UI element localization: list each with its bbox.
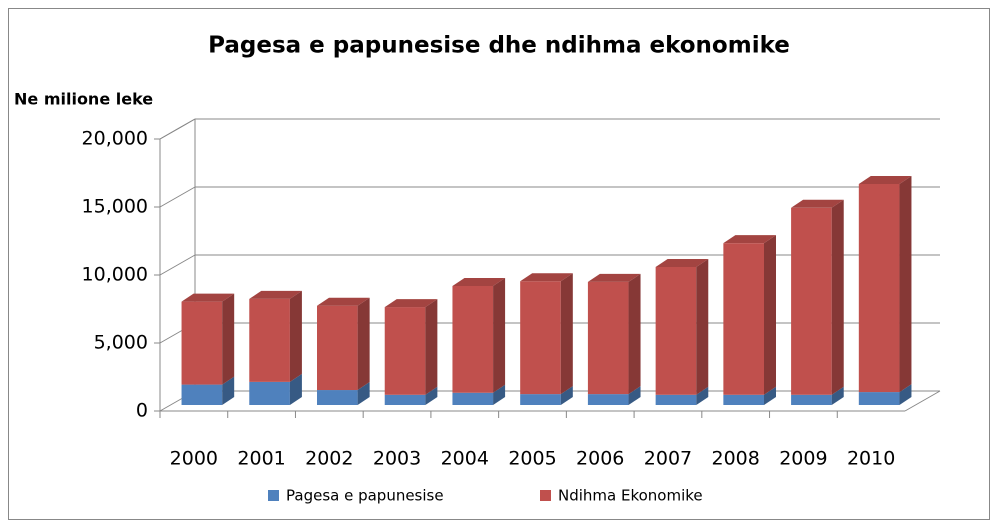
bar-segment (723, 243, 764, 395)
x-tick-label: 2007 (644, 448, 692, 470)
bar-top (858, 176, 912, 184)
bar-side (696, 386, 709, 405)
legend-swatch (268, 490, 279, 501)
x-tick-label: 2002 (305, 448, 353, 470)
bar-top (655, 258, 709, 267)
bar-segment (384, 394, 426, 405)
bar-segment (723, 394, 764, 405)
chart-title: Pagesa e papunesise dhe ndihma ekonomike (208, 33, 790, 59)
bar-side (222, 293, 235, 385)
legend-label: Ndihma Ekonomike (558, 487, 703, 505)
bar-segment (791, 394, 832, 405)
bar-segment (317, 390, 358, 405)
x-tick-label: 2010 (847, 448, 895, 470)
y-tick-label: 0 (136, 400, 148, 422)
bar-side (560, 273, 573, 395)
bar-segment (858, 184, 900, 393)
bar-side (899, 176, 912, 393)
bar-segment (520, 281, 561, 395)
bar-top (181, 293, 235, 302)
bar-segment (249, 381, 290, 405)
bar-side (831, 386, 844, 405)
x-tick-label: 2000 (170, 448, 218, 470)
x-tick-label: 2003 (373, 448, 421, 470)
y-axis-label: Ne milione leke (14, 90, 153, 109)
bar-side (357, 382, 370, 405)
bar-top (249, 290, 302, 299)
x-tick-label: 2001 (237, 448, 285, 470)
x-tick-label: 2008 (712, 448, 760, 470)
bar-segment (587, 281, 629, 395)
x-tick-label: 2004 (441, 448, 489, 470)
y-tick-label: 20,000 (82, 128, 148, 150)
bar-side (425, 386, 438, 405)
grid-line-side (159, 254, 196, 276)
grid-line-side (159, 118, 196, 140)
bar-side (560, 386, 573, 405)
bar-side (289, 290, 302, 382)
legend-label: Pagesa e papunesise (286, 487, 444, 505)
bar-side (831, 199, 844, 395)
bar-side (357, 297, 370, 391)
bar-segment (655, 394, 697, 405)
bar-segment (791, 207, 832, 395)
x-tick-label: 2009 (779, 448, 827, 470)
legend-swatch (540, 490, 551, 501)
bar-side (764, 386, 776, 405)
bar-segment (249, 298, 290, 382)
y-tick-label: 10,000 (82, 264, 148, 286)
x-tick-label: 2005 (508, 448, 556, 470)
bar-side (289, 373, 302, 405)
floor-right (904, 390, 941, 412)
bar-side (493, 384, 506, 405)
bar-segment (655, 266, 697, 395)
x-tick-label: 2006 (576, 448, 624, 470)
bar-top (520, 273, 573, 282)
bar-segment (384, 307, 426, 395)
bar-side (899, 384, 912, 405)
bar-segment (181, 301, 223, 385)
bar-segment (181, 384, 223, 405)
bar-top (723, 235, 776, 244)
bar-top (384, 299, 438, 308)
bar-segment (587, 394, 629, 405)
bar-top (452, 278, 506, 286)
bar-segment (317, 305, 358, 391)
bar-segment (858, 392, 900, 405)
bar-segment (452, 392, 494, 405)
bar-segment (452, 286, 494, 393)
bar-side (425, 299, 438, 395)
bar-side (628, 386, 641, 405)
bar-side (764, 235, 776, 395)
bar-segment (520, 394, 561, 405)
bar-side (222, 376, 235, 405)
bar-side (628, 273, 641, 395)
bar-side (696, 258, 709, 395)
bar-top (317, 297, 370, 306)
bar-side (493, 278, 506, 393)
y-tick-label: 5,000 (94, 332, 148, 354)
y-tick-label: 15,000 (82, 196, 148, 218)
grid-line-side (159, 186, 196, 208)
bar-top (791, 199, 844, 208)
bar-top (587, 273, 641, 282)
